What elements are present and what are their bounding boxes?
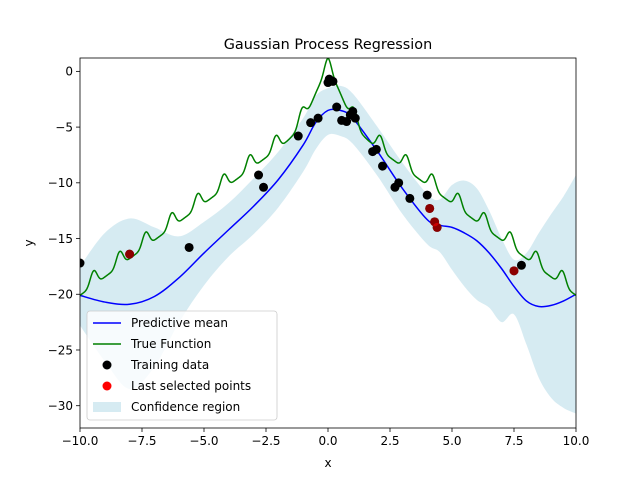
x-tick-label: −7.5 (127, 434, 156, 448)
training-point (254, 170, 264, 180)
x-tick-label: −2.5 (251, 434, 280, 448)
x-tick-label: 7.5 (504, 434, 523, 448)
x-axis-label: x (324, 456, 331, 470)
training-point (259, 182, 269, 192)
training-point (405, 193, 415, 203)
selected-point (432, 222, 442, 232)
y-tick-label: −25 (48, 343, 73, 357)
x-tick-label: 5.0 (442, 434, 461, 448)
y-tick-label: −20 (48, 288, 73, 302)
legend-selected-label: Last selected points (131, 379, 251, 393)
x-tick-label: 2.5 (380, 434, 399, 448)
training-point (80, 258, 85, 268)
training-point (371, 144, 381, 154)
training-point (516, 260, 526, 270)
y-tick-label: −10 (48, 176, 73, 190)
legend-box (86, 310, 278, 421)
training-point (342, 117, 352, 127)
training-point (350, 113, 360, 123)
x-axis-ticks: −10.0 −7.5 −5.0 −2.5 0.0 2.5 5.0 7.5 10.0 (62, 428, 590, 448)
y-tick-label: 0 (65, 65, 73, 79)
x-tick-label: 10.0 (563, 434, 590, 448)
training-point (332, 102, 342, 112)
legend-confidence-swatch (93, 402, 121, 412)
training-point (306, 118, 316, 128)
y-axis-label: y (22, 239, 36, 246)
training-point (422, 190, 432, 200)
training-point (394, 178, 404, 188)
training-point (293, 131, 303, 141)
selected-point (125, 249, 135, 259)
training-point (378, 161, 388, 171)
training-point (184, 242, 194, 252)
legend-selected-swatch (102, 381, 112, 391)
selected-point (509, 266, 519, 276)
selected-point (425, 203, 435, 213)
y-tick-label: −5 (55, 120, 73, 134)
legend-confidence-label: Confidence region (131, 400, 240, 414)
y-axis-ticks: 0 −5 −10 −15 −20 −25 −30 (48, 65, 80, 413)
legend: Predictive mean True Function Training d… (86, 310, 278, 421)
y-tick-label: −30 (48, 399, 73, 413)
x-tick-label: −5.0 (189, 434, 218, 448)
legend-training-label: Training data (130, 358, 209, 372)
legend-true-label: True Function (130, 337, 211, 351)
legend-training-swatch (102, 360, 112, 370)
legend-mean-label: Predictive mean (131, 316, 228, 330)
training-point (313, 113, 323, 123)
training-point (328, 76, 338, 86)
x-tick-label: 0.0 (318, 434, 337, 448)
true-function-line (80, 58, 576, 296)
y-tick-label: −15 (48, 232, 73, 246)
chart-title: Gaussian Process Regression (224, 37, 432, 53)
x-tick-label: −10.0 (62, 434, 99, 448)
last-selected-points (125, 203, 519, 276)
